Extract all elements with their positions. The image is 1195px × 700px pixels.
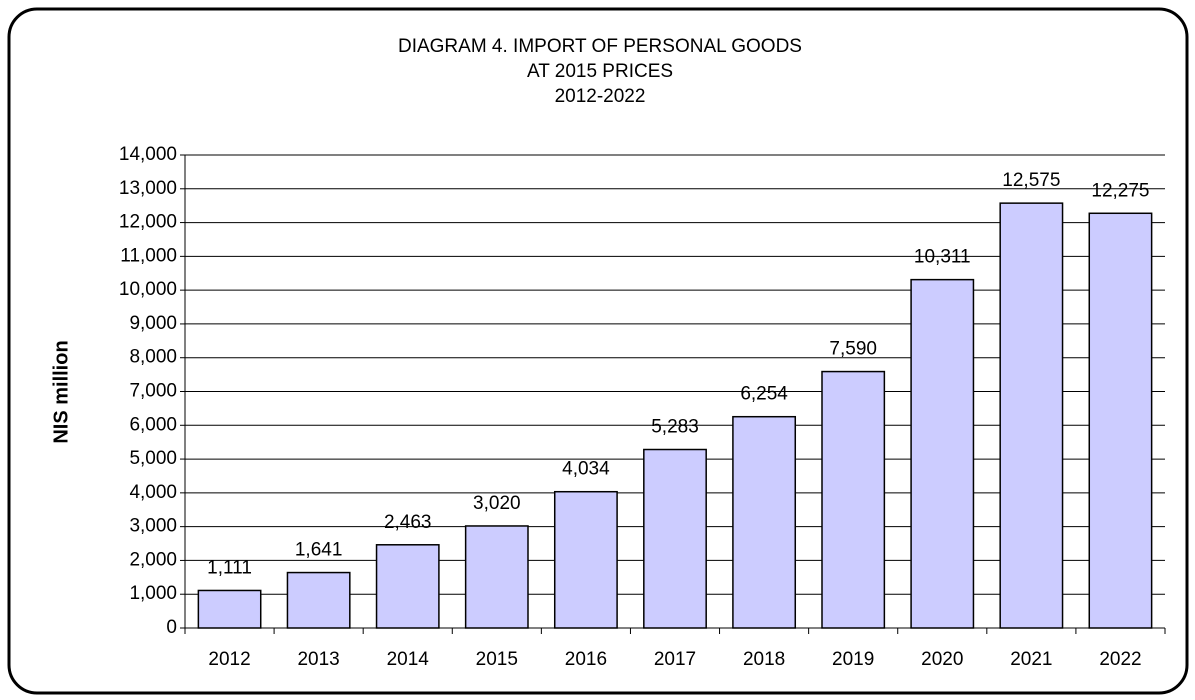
bar bbox=[553, 490, 618, 629]
x-tick-label: 2017 bbox=[654, 649, 696, 670]
x-tick-label: 2015 bbox=[476, 649, 518, 670]
x-tick-label: 2022 bbox=[1099, 649, 1141, 670]
data-label: 7,590 bbox=[829, 339, 877, 360]
y-tick-label: 13,000 bbox=[119, 178, 177, 199]
x-tick-label: 2013 bbox=[297, 649, 339, 670]
y-tick-label: 6,000 bbox=[129, 414, 177, 435]
bar bbox=[464, 525, 529, 629]
data-label: 1,641 bbox=[295, 540, 343, 561]
data-label: 12,275 bbox=[1091, 180, 1149, 201]
y-tick-label: 12,000 bbox=[119, 212, 177, 233]
data-label: 2,463 bbox=[384, 512, 432, 533]
y-tick-label: 0 bbox=[166, 617, 177, 638]
y-axis-label: NIS million bbox=[50, 340, 72, 443]
y-tick-label: 9,000 bbox=[129, 313, 177, 334]
data-label: 3,020 bbox=[473, 493, 521, 514]
y-tick-label: 3,000 bbox=[129, 516, 177, 537]
data-label: 12,575 bbox=[1002, 170, 1060, 191]
data-label: 10,311 bbox=[914, 247, 971, 268]
y-tick-label: 2,000 bbox=[129, 549, 177, 570]
chart-frame bbox=[7, 7, 1189, 695]
x-tick-label: 2014 bbox=[387, 649, 430, 670]
y-tick-label: 14,000 bbox=[119, 144, 177, 165]
x-tick-label: 2016 bbox=[565, 649, 607, 670]
bar bbox=[910, 278, 975, 629]
y-tick-label: 1,000 bbox=[129, 583, 177, 604]
x-tick-label: 2020 bbox=[921, 649, 963, 670]
bar bbox=[643, 448, 707, 629]
x-tick-label: 2019 bbox=[832, 649, 874, 670]
chart-title: DIAGRAM 4. IMPORT OF PERSONAL GOODS bbox=[398, 36, 802, 57]
x-tick-label: 2012 bbox=[208, 649, 250, 670]
bar bbox=[197, 589, 262, 629]
y-tick-label: 8,000 bbox=[129, 347, 177, 368]
y-tick-label: 10,000 bbox=[119, 279, 177, 300]
data-label: 4,034 bbox=[562, 459, 610, 480]
data-label: 6,254 bbox=[740, 384, 788, 405]
x-tick-label: 2018 bbox=[743, 649, 785, 670]
bar bbox=[732, 415, 797, 629]
chart-title: 2012-2022 bbox=[555, 86, 646, 107]
bar bbox=[821, 370, 886, 629]
bar bbox=[1088, 212, 1153, 629]
y-tick-label: 11,000 bbox=[120, 245, 177, 266]
y-tick-label: 4,000 bbox=[129, 482, 177, 503]
y-tick-label: 7,000 bbox=[129, 381, 177, 402]
bar bbox=[286, 571, 351, 629]
bar bbox=[999, 202, 1064, 629]
chart-title: AT 2015 PRICES bbox=[527, 61, 673, 82]
y-tick-label: 5,000 bbox=[129, 448, 177, 469]
x-tick-label: 2021 bbox=[1010, 649, 1052, 670]
data-label: 1,111 bbox=[207, 557, 252, 578]
data-label: 5,283 bbox=[651, 417, 699, 438]
bar bbox=[375, 544, 440, 629]
